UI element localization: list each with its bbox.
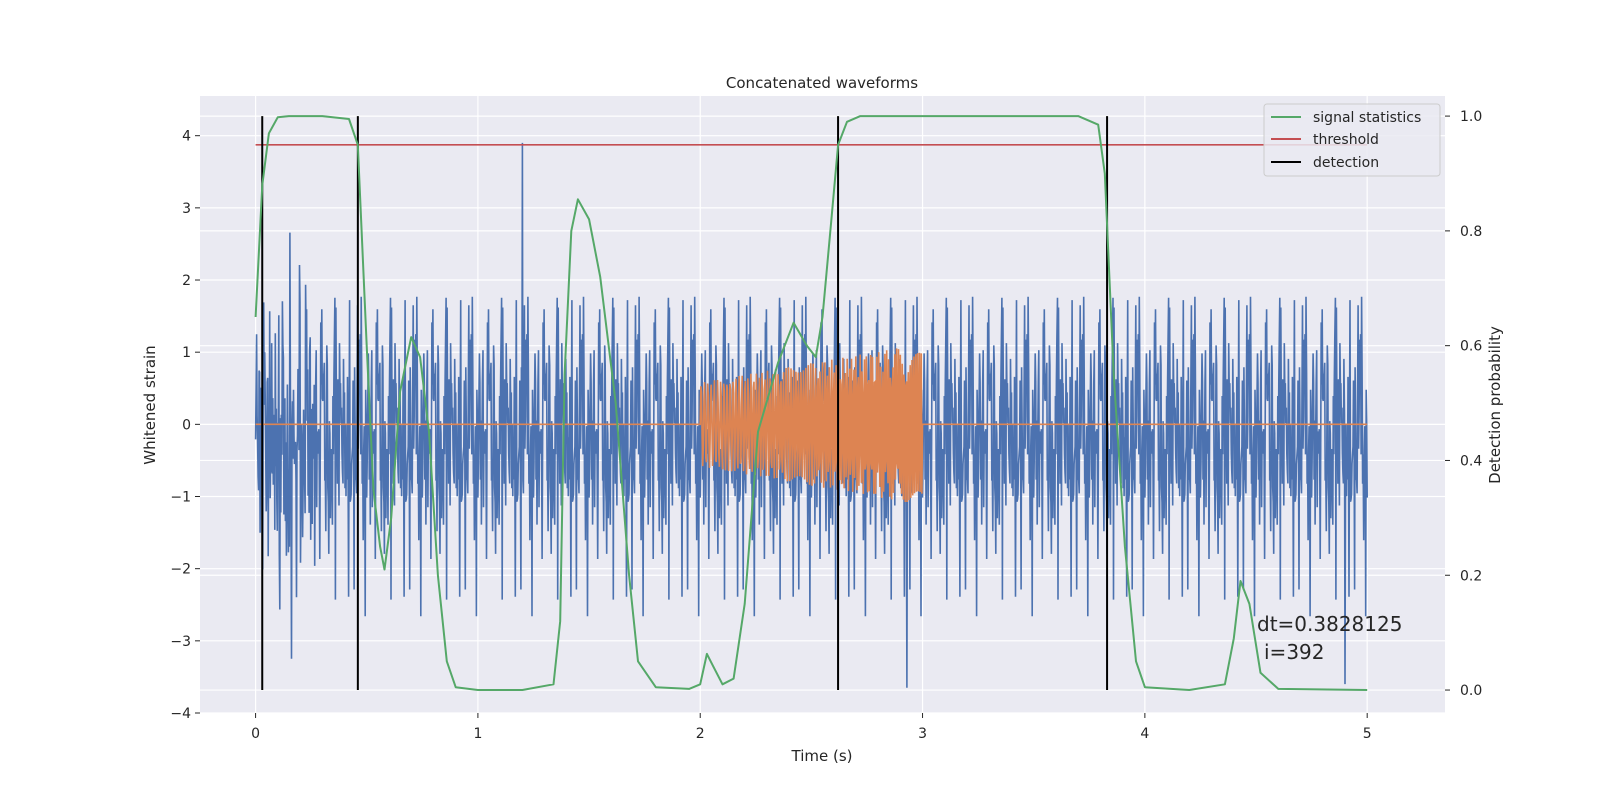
signal-statistics-line: [254, 115, 1368, 691]
x-tick-label-5: 5: [1363, 726, 1372, 742]
signal-statistics-series: [254, 115, 1368, 691]
x-tick-label-2: 2: [696, 726, 705, 742]
legend-label-detection: detection: [1313, 155, 1379, 171]
strain-line: [254, 142, 1368, 688]
left-axis-label: Whitened strain: [141, 345, 159, 464]
right-tick-label-2: 0.4: [1460, 453, 1482, 469]
x-tick-label-4: 4: [1140, 726, 1149, 742]
left-tick-label-1: −3: [170, 634, 191, 650]
x-tick-label-0: 0: [251, 726, 260, 742]
left-tick-label-4: 0: [182, 417, 191, 433]
right-tick-label-0: 0.0: [1460, 683, 1482, 699]
legend-label-threshold: threshold: [1313, 132, 1379, 148]
legend-box: [1263, 103, 1441, 177]
left-tick-label-8: 4: [182, 129, 191, 145]
x-axis-label: Time (s): [791, 747, 853, 765]
left-tick-label-3: −1: [170, 490, 191, 506]
right-tick-label-3: 0.6: [1460, 339, 1482, 355]
right-axis-ticks: 0.0 0.2 0.4 0.6 0.8 1.0: [1445, 109, 1482, 699]
x-axis-ticks: 0 1 2 3 4 5: [251, 713, 1372, 742]
x-tick-label-1: 1: [473, 726, 482, 742]
x-tick-label-3: 3: [918, 726, 927, 742]
left-tick-label-5: 1: [182, 345, 191, 361]
left-tick-label-0: −4: [170, 706, 191, 722]
left-tick-label-2: −2: [170, 562, 191, 578]
left-tick-label-7: 3: [182, 201, 191, 217]
right-tick-label-5: 1.0: [1460, 109, 1482, 125]
chart-title: Concatenated waveforms: [726, 74, 918, 92]
annotation-index: i=392: [1264, 640, 1325, 664]
right-tick-label-1: 0.2: [1460, 568, 1482, 584]
legend-label-signal-statistics: signal statistics: [1313, 110, 1421, 126]
right-tick-label-4: 0.8: [1460, 224, 1482, 240]
annotation-dt: dt=0.3828125: [1257, 612, 1402, 636]
left-axis-ticks: −4 −3 −2 −1 0 1 2 3 4: [170, 129, 200, 722]
left-tick-label-6: 2: [182, 273, 191, 289]
injected-waveform-line: [255, 348, 1368, 503]
legend: signal statistics threshold detection: [1263, 103, 1441, 177]
strain-series: [254, 142, 1368, 688]
right-axis-label: Detection probability: [1486, 326, 1504, 484]
injected-waveform-series: [255, 348, 1368, 503]
